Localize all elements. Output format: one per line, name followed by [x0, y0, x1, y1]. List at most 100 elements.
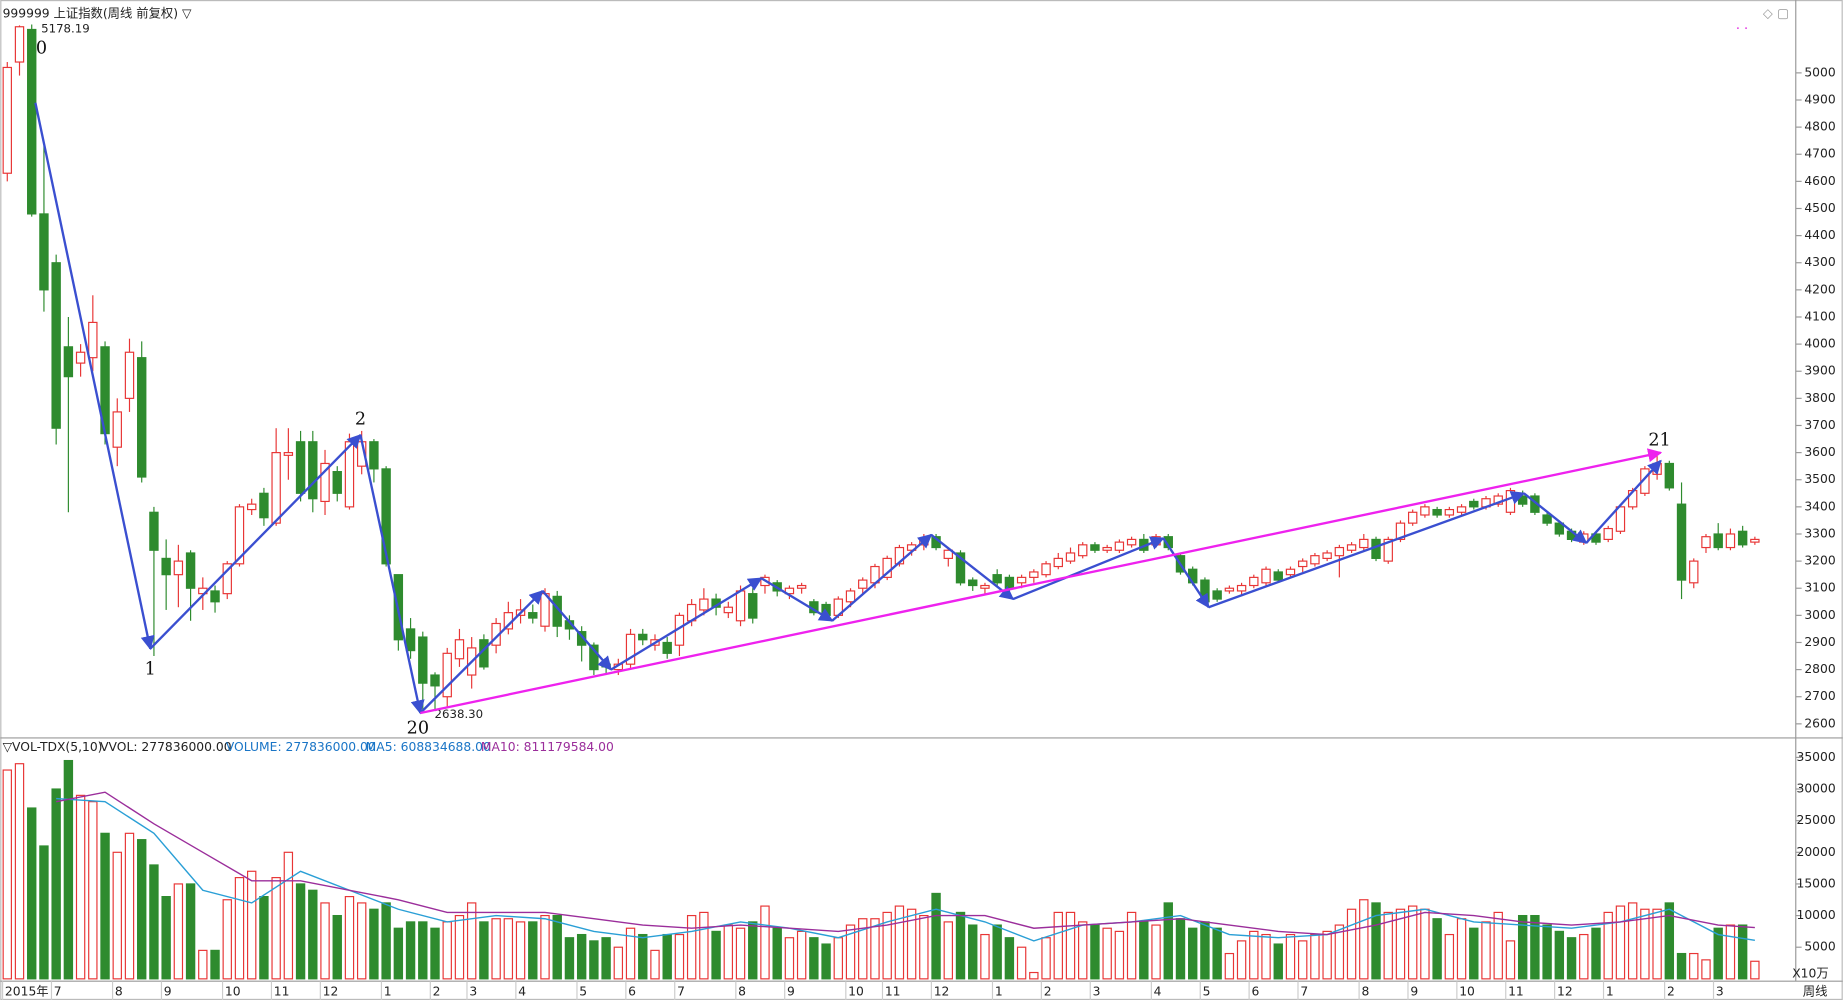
volume-bar	[772, 927, 782, 980]
y-tick-label: 3500	[1804, 472, 1836, 486]
volume-bar	[222, 899, 232, 980]
volume-bar	[625, 927, 636, 980]
volume-label: VOLUME: 277836000.00	[226, 740, 376, 754]
volume-bar	[906, 908, 917, 980]
volume-bar	[1640, 908, 1650, 980]
volume-bar	[1689, 952, 1699, 980]
volume-bar	[1566, 937, 1577, 980]
candle-body	[821, 603, 831, 616]
volume-bar	[1139, 921, 1149, 980]
candle-body	[1407, 511, 1418, 524]
volume-bar	[845, 924, 856, 980]
volume-bar	[39, 845, 49, 980]
y-tick-label: 3800	[1804, 391, 1836, 405]
candle-body	[369, 441, 379, 470]
trend-line	[760, 577, 834, 622]
volume-bar	[1493, 911, 1503, 980]
volume-bar	[1236, 940, 1247, 980]
candle-body	[845, 590, 856, 603]
y-tick-label: 2600	[1804, 716, 1836, 730]
volume-bar	[1297, 940, 1308, 980]
y-tick-label: 4100	[1804, 309, 1836, 323]
volume-bar	[161, 896, 171, 980]
low-label: 2638.30	[435, 707, 484, 721]
candle-body	[259, 492, 269, 519]
high-label: 5178.19	[41, 22, 90, 36]
volume-bar	[1517, 914, 1528, 980]
candle-body	[124, 351, 135, 399]
candle-body	[1126, 538, 1137, 546]
volume-bar	[796, 930, 807, 980]
candle-body	[234, 506, 245, 565]
wave-label: 0	[36, 38, 47, 58]
candle-body	[1297, 560, 1308, 568]
y-tick-label: 3400	[1804, 499, 1836, 513]
candle-body	[1676, 503, 1687, 581]
volume-bar	[1029, 971, 1039, 980]
candle-body	[112, 411, 122, 448]
volume-bar	[1579, 933, 1589, 980]
volume-bar	[589, 940, 599, 980]
volume-bar	[491, 918, 501, 980]
volume-bar	[528, 921, 538, 980]
volume-bar	[760, 905, 770, 980]
volume-bar	[1102, 927, 1112, 980]
volume-bar	[198, 949, 208, 980]
volume-bar	[1346, 908, 1357, 980]
candle-body	[1004, 576, 1015, 589]
volume-bar	[809, 937, 819, 980]
candle-body	[1444, 508, 1455, 516]
y-tick-label: 5000	[1804, 65, 1836, 79]
candle-body	[88, 321, 98, 359]
candle-body	[1212, 590, 1222, 600]
x-tick-label: 6	[1251, 984, 1259, 998]
candle-body	[246, 503, 257, 511]
y-tick-label: 3200	[1804, 554, 1836, 568]
volume-bar	[1041, 937, 1051, 980]
volume-bar	[686, 914, 697, 980]
vvol-label: VVOL: 277836000.00	[100, 740, 232, 754]
x-tick-label: 10	[1459, 984, 1475, 998]
volume-bar	[1420, 908, 1430, 980]
volume-bar	[51, 788, 61, 980]
volume-bar	[454, 914, 465, 980]
candle-body	[185, 552, 196, 589]
volume-bar	[1725, 924, 1736, 980]
volume-bar	[1175, 918, 1186, 980]
candle-body	[308, 441, 318, 500]
volume-bar	[1737, 924, 1748, 980]
candle-body	[784, 587, 795, 595]
candle-body	[2, 66, 12, 174]
candle-body	[1053, 557, 1063, 568]
icon-restore[interactable]: ◇ ▢	[1763, 7, 1789, 22]
x-tick-label: 10	[225, 984, 241, 998]
volume-bar	[173, 883, 184, 980]
volume-bar	[405, 921, 416, 980]
volume-bar	[210, 949, 220, 980]
volume-bar	[234, 877, 245, 980]
volume-bar	[332, 914, 342, 980]
ma-line	[56, 797, 1755, 942]
x-tick-label: 10	[848, 984, 864, 998]
volume-bar	[1016, 946, 1027, 980]
volume-bar	[882, 911, 892, 980]
volume-bar	[1310, 933, 1320, 980]
volume-bar	[1334, 924, 1345, 980]
volume-bar	[1627, 902, 1638, 980]
x-tick-label: 9	[787, 984, 795, 998]
candle-body	[1469, 500, 1479, 508]
volume-bar	[479, 921, 489, 980]
y-tick-label: 4600	[1804, 174, 1836, 188]
chart-title: 999999 上证指数(周线 前复权) ▽	[3, 6, 192, 21]
y-tick-label: 5000	[1804, 940, 1836, 954]
candle-body	[943, 549, 953, 559]
y-tick-label: 10000	[1796, 908, 1835, 922]
wave-label: 1	[145, 660, 156, 680]
volume-bar	[259, 896, 269, 980]
volume-bar	[1505, 940, 1516, 980]
volume-bar	[919, 914, 929, 980]
volume-bar	[674, 933, 685, 980]
volume-bar	[1456, 918, 1467, 980]
volume-bar	[466, 902, 477, 980]
candle-body	[137, 357, 147, 478]
